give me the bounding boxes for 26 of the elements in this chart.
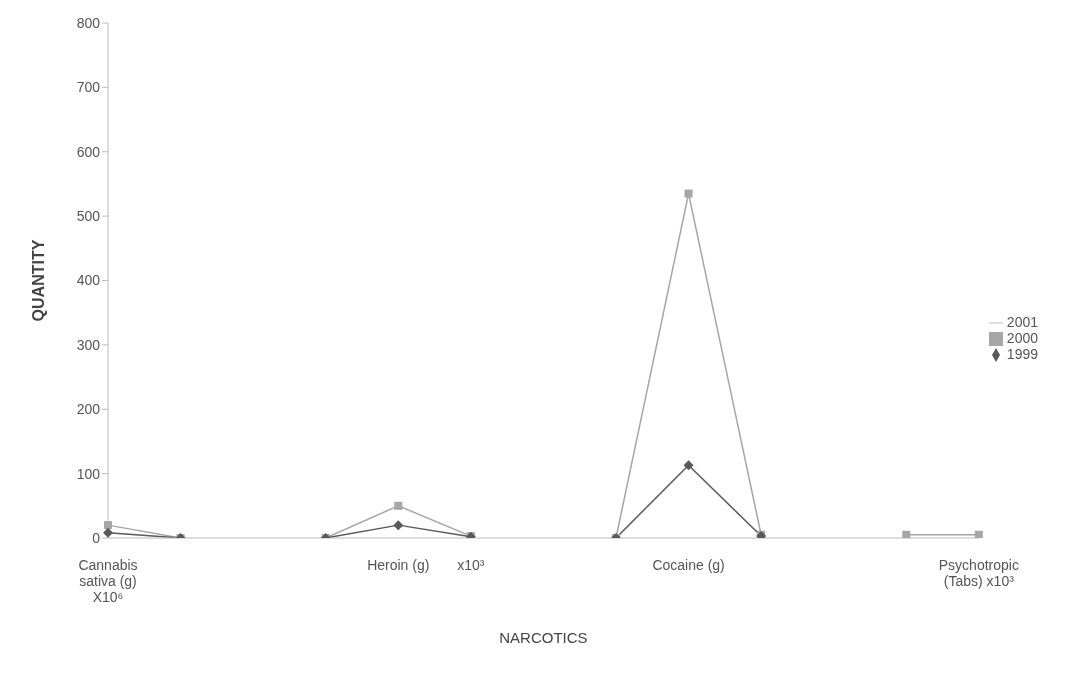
- y-tick-label: 800: [76, 14, 101, 31]
- y-tick-label: 400: [76, 272, 101, 289]
- y-tick-label: 100: [76, 465, 101, 482]
- legend-label: 2001: [1006, 313, 1038, 330]
- point: [902, 530, 911, 538]
- x-tick-label: Cocaine (g): [652, 557, 725, 573]
- y-tick-label: 0: [92, 529, 101, 546]
- point: [974, 530, 983, 538]
- x-tick-label: x10³: [457, 557, 485, 573]
- x-tick-label: Cannabis sativa (g) X10⁶: [78, 557, 138, 605]
- y-tick-label: 700: [76, 79, 101, 96]
- x-tick-label: Psychotropic (Tabs) x10³: [938, 557, 1019, 589]
- y-axis-title: QUANTITY: [29, 239, 47, 322]
- y-tick-label: 200: [76, 401, 101, 418]
- legend-label: 1999: [1006, 346, 1038, 363]
- y-tick-label: 600: [76, 143, 101, 160]
- y-tick-label: 300: [76, 336, 101, 353]
- y-tick-label: 500: [76, 208, 101, 225]
- point: [104, 521, 112, 530]
- point: [684, 189, 693, 198]
- x-axis-title: NARCOTICS: [499, 629, 588, 646]
- point: [394, 501, 403, 510]
- point: [393, 520, 404, 531]
- x-tick-label: Heroin (g): [367, 557, 430, 573]
- point: [683, 460, 694, 471]
- legend-label: 2000: [1006, 329, 1038, 346]
